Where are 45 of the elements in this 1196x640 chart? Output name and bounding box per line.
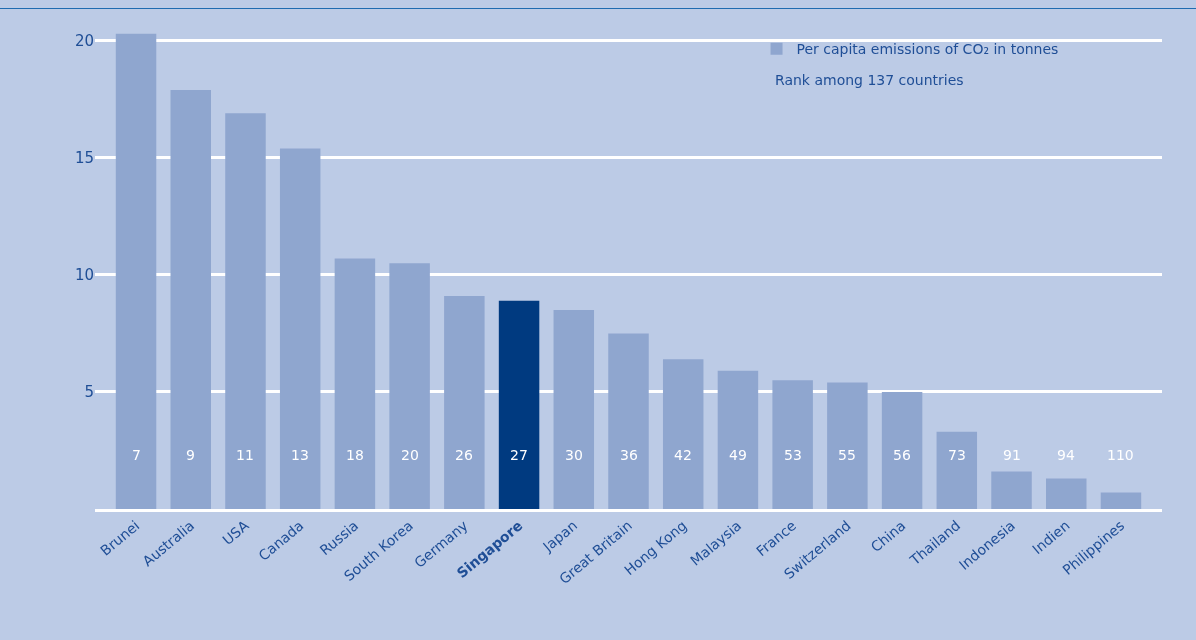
annotation: 7 [132, 447, 141, 463]
annotation: 9 [186, 447, 195, 463]
bar [608, 333, 649, 509]
y-tick-label: 15 [74, 149, 94, 168]
annotation: 11 [236, 447, 254, 463]
bar [662, 359, 704, 509]
bar [115, 33, 157, 509]
bar [444, 295, 485, 509]
y-tick-label: 10 [74, 266, 94, 285]
annotation: 20 [401, 447, 419, 463]
bar [225, 113, 266, 509]
annotation: 18 [346, 447, 364, 463]
annotation: Rank among 137 countries [775, 72, 964, 88]
annotation: 27 [510, 447, 528, 463]
x-tick-label: USA [219, 516, 253, 549]
annotation: 56 [893, 447, 911, 463]
bar [1046, 478, 1087, 509]
annotation: 13 [291, 447, 309, 463]
bar [881, 391, 923, 509]
annotation: 53 [784, 447, 802, 463]
annotation: 26 [455, 447, 473, 463]
bar [1100, 492, 1142, 509]
bar [334, 258, 376, 509]
annotation: 49 [729, 447, 747, 463]
annotation: 94 [1057, 447, 1075, 463]
bar [279, 148, 321, 509]
annotation: 91 [1003, 447, 1021, 463]
bar [936, 431, 978, 509]
bar [553, 310, 595, 509]
annotation: 110 [1107, 447, 1134, 463]
bar [389, 263, 430, 509]
bar [991, 471, 1032, 509]
bar [498, 300, 540, 509]
annotation: 36 [620, 447, 638, 463]
y-tick-label: 20 [74, 32, 94, 51]
bar [827, 382, 868, 509]
bar [717, 370, 759, 509]
annotation: 55 [838, 447, 856, 463]
bar [170, 89, 211, 509]
y-tick-label: 5 [84, 383, 94, 402]
annotation: 30 [565, 447, 583, 463]
bar [772, 380, 813, 509]
annotation: 73 [948, 447, 966, 463]
legend-label: Per capita emissions of CO₂ in tonnes [796, 41, 1059, 58]
annotation: 42 [674, 447, 692, 463]
